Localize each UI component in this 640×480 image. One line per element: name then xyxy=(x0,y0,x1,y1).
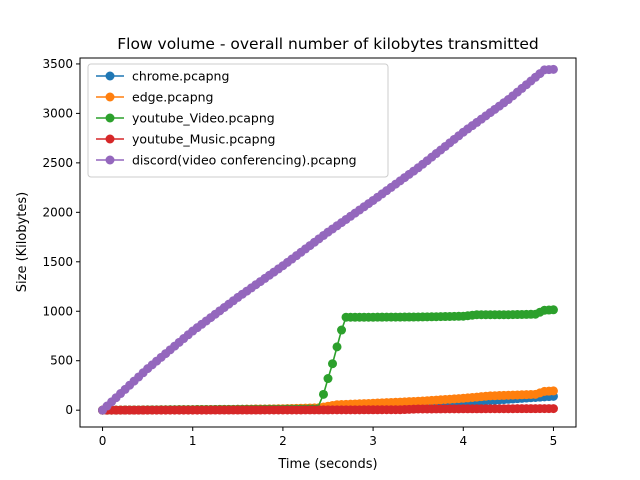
y-tick-label: 2500 xyxy=(42,156,73,170)
y-tick-label: 3500 xyxy=(42,57,73,71)
legend-box xyxy=(87,63,389,178)
x-tick-label: 4 xyxy=(459,434,467,448)
y-axis-label: Size (Kilobytes) xyxy=(15,192,30,292)
data-point xyxy=(337,325,347,335)
legend-label: youtube_Video.pcapng xyxy=(132,111,275,126)
legend: chrome.pcapng edge.pcapng youtube_Video.pc… xyxy=(87,63,389,178)
legend-marker xyxy=(105,155,115,165)
legend-item: edge.pcapng xyxy=(96,90,213,105)
y-tick-label: 3000 xyxy=(42,106,73,120)
data-point xyxy=(548,386,558,396)
x-tick-label: 0 xyxy=(99,434,107,448)
x-tick-label: 3 xyxy=(369,434,377,448)
legend-item: youtube_Music.pcapng xyxy=(96,132,275,147)
legend-item: chrome.pcapng xyxy=(96,69,229,84)
x-axis-label: Time (seconds) xyxy=(277,457,377,472)
series-discord-video-conferencing-pcapng xyxy=(98,64,558,415)
data-point xyxy=(318,389,328,399)
legend-label: discord(video conferencing).pcapng xyxy=(132,153,357,168)
legend-label: edge.pcapng xyxy=(132,90,213,105)
legend-marker xyxy=(105,134,115,144)
x-tick-label: 2 xyxy=(279,434,287,448)
plot-frame xyxy=(79,57,577,428)
data-point xyxy=(328,359,338,369)
legend-marker xyxy=(105,92,115,102)
data-point xyxy=(332,342,342,352)
plot-area xyxy=(79,57,577,428)
y-tick-label: 500 xyxy=(50,354,73,368)
y-tick-label: 0 xyxy=(65,403,73,417)
data-point xyxy=(548,64,558,74)
x-tick-label: 5 xyxy=(550,434,558,448)
legend-item: youtube_Video.pcapng xyxy=(96,111,275,126)
data-point xyxy=(548,305,558,315)
data-point xyxy=(323,374,333,384)
series-youtube-music-pcapng xyxy=(98,404,558,415)
y-tick-label: 2000 xyxy=(42,205,73,219)
y-axis: 0 500 1000 1500 2000 2500 3000 3500 xyxy=(42,57,80,417)
legend-marker xyxy=(105,71,115,81)
y-tick-label: 1500 xyxy=(42,255,73,269)
x-axis: 0 1 2 3 4 5 xyxy=(99,427,558,448)
legend-item: discord(video conferencing).pcapng xyxy=(96,153,357,168)
data-point xyxy=(548,404,558,414)
y-tick-label: 1000 xyxy=(42,304,73,318)
x-tick-label: 1 xyxy=(189,434,197,448)
series-layer xyxy=(98,64,558,415)
legend-label: chrome.pcapng xyxy=(132,69,229,84)
legend-label: youtube_Music.pcapng xyxy=(132,132,275,147)
chart-title: Flow volume - overall number of kilobyte… xyxy=(117,35,539,53)
legend-marker xyxy=(105,113,115,123)
